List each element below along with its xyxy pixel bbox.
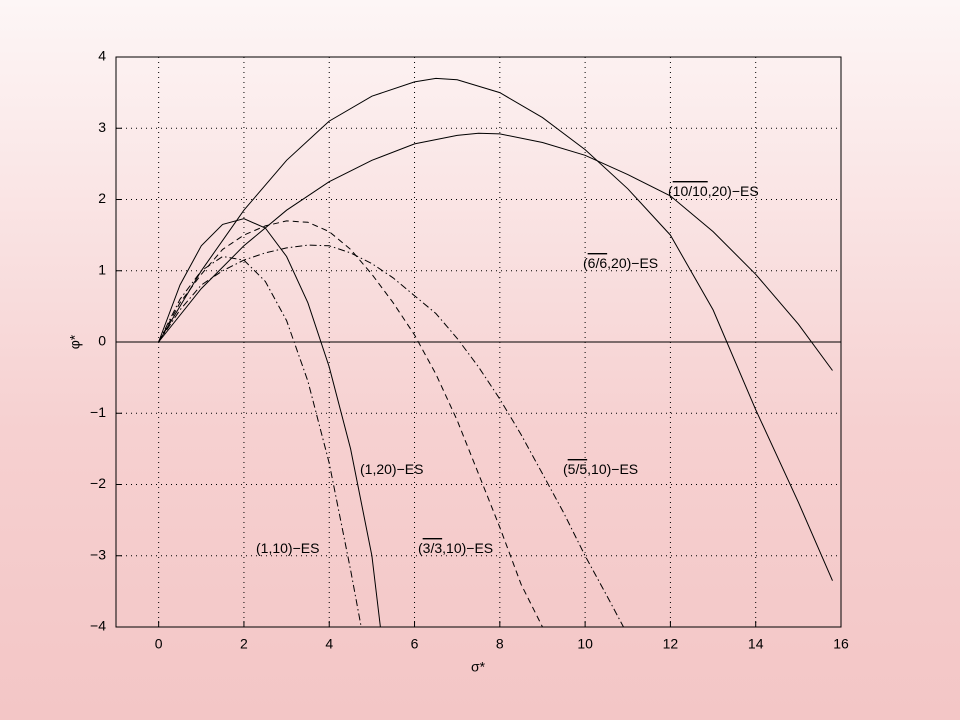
curve-label-part: (	[563, 461, 568, 477]
y-tick-label: 2	[98, 190, 106, 206]
series-line	[158, 244, 624, 627]
curve-label-part: ,20)−ES	[607, 255, 658, 271]
curve-label: (10/10,20)−ES	[668, 183, 759, 199]
y-tick-label: −1	[90, 404, 106, 420]
y-tick-label: 1	[98, 261, 106, 277]
curve-label-part: (	[668, 183, 673, 199]
x-tick-label: 8	[496, 636, 504, 652]
curve-label-part: 10/10	[673, 183, 708, 199]
x-tick-label: 6	[411, 636, 419, 652]
curve-label-part: (1,10)−ES	[256, 540, 319, 556]
y-tick-label: 4	[98, 48, 106, 64]
curve-label-part: 6/6	[588, 255, 608, 271]
x-axis-label: σ*	[471, 659, 486, 675]
curve-label-part: (	[583, 255, 588, 271]
curve-label-part: (1,20)−ES	[360, 461, 423, 477]
y-tick-label: −3	[90, 546, 106, 562]
y-axis-label: φ*	[67, 334, 83, 349]
x-tick-label: 10	[577, 636, 593, 652]
series-line	[158, 77, 833, 581]
x-tick-label: 2	[240, 636, 248, 652]
plot-lines	[158, 77, 833, 627]
curve-label-part: ,10)−ES	[587, 461, 638, 477]
y-tick-label: −4	[90, 618, 106, 634]
x-tick-label: 4	[325, 636, 333, 652]
y-tick-label: 3	[98, 119, 106, 135]
curve-label-part: (	[418, 540, 423, 556]
x-tick-label: 14	[748, 636, 764, 652]
y-tick-label: −2	[90, 475, 106, 491]
curve-label: (6/6,20)−ES	[583, 255, 658, 271]
x-tick-label: 0	[155, 636, 163, 652]
curve-label-part: 3/3	[423, 540, 443, 556]
curve-label: (1,20)−ES	[360, 461, 423, 477]
x-tick-label: 12	[663, 636, 679, 652]
curve-label-part: ,10)−ES	[442, 540, 493, 556]
curve-label-part: ,20)−ES	[708, 183, 759, 199]
x-tick-label: 16	[833, 636, 849, 652]
series-line	[158, 255, 362, 627]
curve-label-part: 5/5	[568, 461, 588, 477]
series-line	[158, 218, 381, 627]
series-line	[158, 132, 833, 371]
series-line	[158, 220, 543, 627]
curve-label: (3/3,10)−ES	[418, 540, 493, 556]
curve-label: (1,10)−ES	[256, 540, 319, 556]
y-tick-label: 0	[98, 333, 106, 349]
curve-label: (5/5,10)−ES	[563, 461, 638, 477]
